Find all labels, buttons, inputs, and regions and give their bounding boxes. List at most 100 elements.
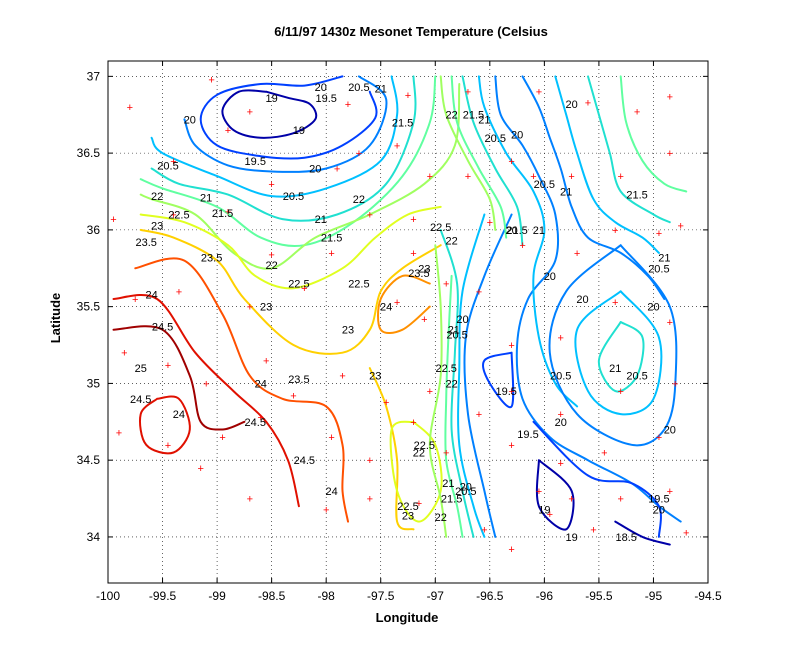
- station-marker: +: [208, 74, 214, 86]
- contour-label: 23.5: [201, 253, 222, 265]
- contour-label: 23: [369, 371, 381, 383]
- contour-label: 21: [560, 187, 572, 199]
- contour-label: 21.5: [392, 117, 413, 129]
- contour-label: 20.5: [455, 486, 476, 498]
- contour-line-23: [368, 367, 415, 531]
- station-marker: +: [618, 171, 624, 183]
- contour-label: 20.5: [648, 263, 669, 275]
- contour-label: 20: [315, 82, 327, 94]
- y-tick-label: 36: [87, 223, 101, 237]
- contour-label: 20.5: [446, 329, 467, 341]
- contour-label: 20.5: [550, 371, 571, 383]
- station-marker: +: [356, 148, 362, 160]
- station-marker: +: [547, 509, 553, 521]
- contour-label: 20: [511, 130, 523, 142]
- y-tick-label: 34.5: [77, 453, 101, 467]
- station-marker: +: [247, 107, 253, 119]
- x-tick-label: -96: [536, 589, 554, 603]
- contour-label: 20: [647, 302, 659, 314]
- station-marker: +: [290, 391, 296, 403]
- contour-label: 22.5: [288, 279, 309, 291]
- x-tick-label: -94.5: [694, 589, 722, 603]
- contour-label: 23.5: [408, 268, 429, 280]
- station-marker: +: [394, 297, 400, 309]
- station-marker: +: [476, 286, 482, 298]
- station-marker: +: [247, 302, 253, 314]
- contour-label: 22: [446, 378, 458, 390]
- station-marker: +: [656, 432, 662, 444]
- contour-line-21: [461, 75, 524, 247]
- station-marker: +: [672, 378, 678, 390]
- station-marker: +: [618, 494, 624, 506]
- contour-label: 23: [342, 325, 354, 337]
- contour-label: 20: [506, 225, 518, 237]
- contour-label: 21.5: [463, 110, 484, 122]
- station-marker: +: [568, 494, 574, 506]
- station-marker: +: [476, 409, 482, 421]
- contour-label: 22.5: [435, 363, 456, 375]
- contour-label: 22: [435, 512, 447, 524]
- contour-line-21: [597, 321, 645, 393]
- station-marker: +: [219, 432, 225, 444]
- station-marker: +: [558, 332, 564, 344]
- station-markers: + + + + + + + + + + + + + + + + + + + + + + + + + + + + + + + + + + + + + + + +…: [110, 74, 689, 556]
- contour-line-24: [134, 257, 349, 523]
- contour-line-23-5: [377, 274, 431, 335]
- contour-label: 19: [538, 504, 550, 516]
- y-tick-label: 34: [87, 530, 101, 544]
- contour-line-23: [139, 228, 442, 355]
- station-marker: +: [410, 214, 416, 226]
- contour-line-19-5: [482, 351, 515, 409]
- contour-line-20: [183, 75, 388, 173]
- contour-line-21: [587, 75, 671, 224]
- contour-label: 19: [266, 93, 278, 105]
- station-marker: +: [481, 524, 487, 536]
- station-marker: +: [536, 486, 542, 498]
- station-marker: +: [268, 249, 274, 261]
- contour-label: 20: [566, 99, 578, 111]
- contour-label: 19.5: [245, 156, 266, 168]
- contour-label: 20: [576, 294, 588, 306]
- contour-label: 21: [442, 478, 454, 490]
- station-marker: +: [165, 360, 171, 372]
- contour-label: 22: [413, 448, 425, 460]
- station-marker: +: [487, 217, 493, 229]
- contour-label: 24: [146, 289, 158, 301]
- station-marker: +: [443, 448, 449, 460]
- y-tick-label: 37: [87, 69, 101, 83]
- station-marker: +: [247, 494, 253, 506]
- station-marker: +: [508, 156, 514, 168]
- contour-line-20-5: [457, 213, 486, 538]
- contour-line-20: [548, 244, 678, 447]
- contour-label: 21.5: [506, 225, 527, 237]
- station-marker: +: [508, 544, 514, 556]
- contour-label: 21: [478, 114, 490, 126]
- contour-label: 19.5: [648, 494, 669, 506]
- station-marker: +: [530, 171, 536, 183]
- contour-line-21-5: [619, 75, 688, 193]
- x-tick-label: -99: [208, 589, 226, 603]
- station-marker: +: [590, 524, 596, 536]
- contour-label: 23.5: [288, 374, 309, 386]
- y-axis-ticks: 34 34.5 35 35.5 36 36.5 37: [77, 69, 708, 544]
- station-marker: +: [612, 225, 618, 237]
- contour-line-20-5: [150, 75, 399, 198]
- contour-label: 22.5: [168, 210, 189, 222]
- station-marker: +: [678, 220, 684, 232]
- contour-label: 20.5: [485, 133, 506, 145]
- contour-label: 24: [326, 486, 338, 498]
- contour-label: 18.5: [615, 532, 636, 544]
- station-marker: +: [618, 386, 624, 398]
- contour-line-22: [139, 83, 461, 270]
- x-axis-label: Longitude: [376, 610, 439, 625]
- contour-label: 22.5: [348, 279, 369, 291]
- station-marker: +: [508, 340, 514, 352]
- contour-label: 20: [184, 114, 196, 126]
- station-marker: +: [328, 248, 334, 260]
- contour-line-21-5: [450, 75, 508, 239]
- contour-label: 25: [135, 363, 147, 375]
- station-marker: +: [585, 97, 591, 109]
- station-marker: +: [198, 463, 204, 475]
- contour-label: 24.5: [294, 455, 315, 467]
- x-tick-label: -98.5: [258, 589, 286, 603]
